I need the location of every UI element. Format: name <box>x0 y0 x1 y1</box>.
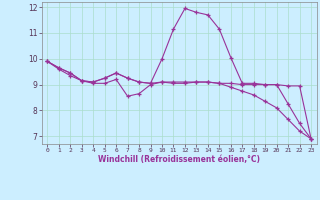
X-axis label: Windchill (Refroidissement éolien,°C): Windchill (Refroidissement éolien,°C) <box>98 155 260 164</box>
